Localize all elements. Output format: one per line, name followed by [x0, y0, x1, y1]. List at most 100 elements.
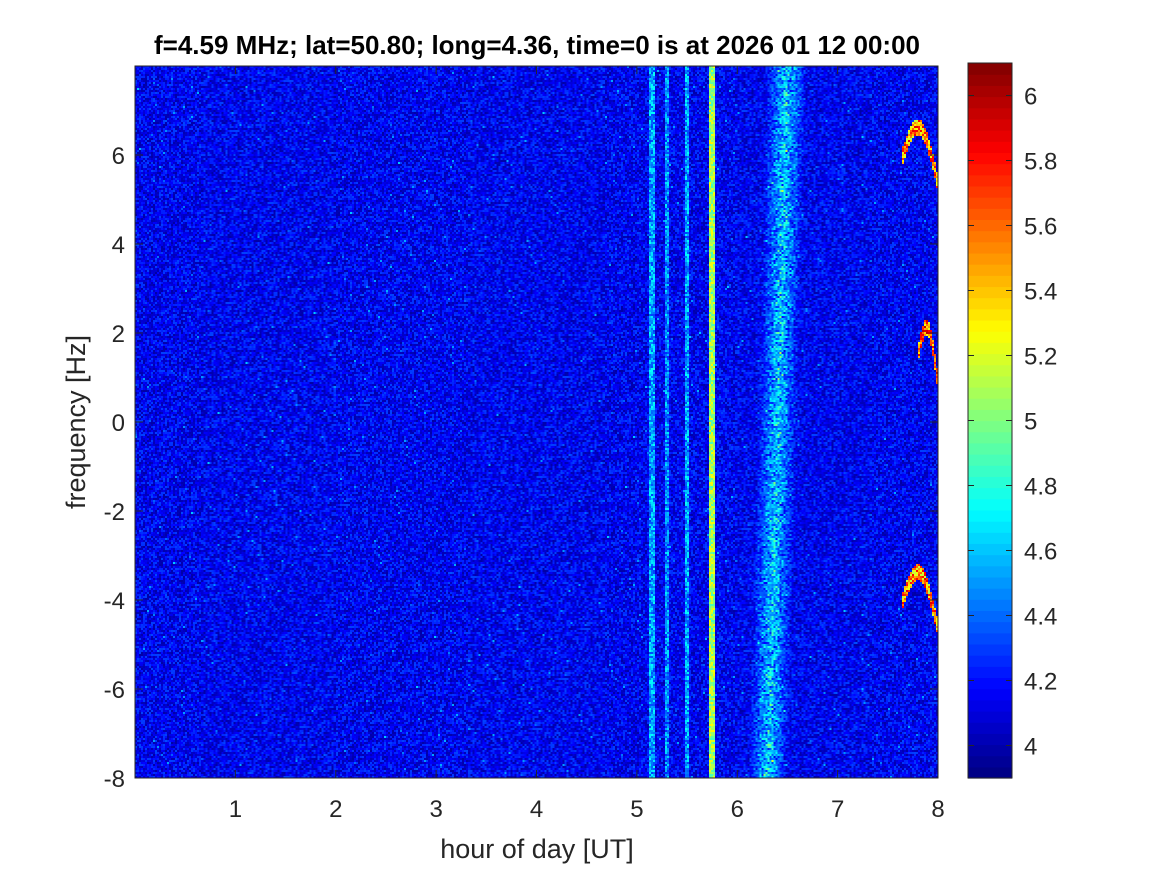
colorbar-step — [968, 219, 1012, 232]
colorbar-tick-label: 5.6 — [1024, 214, 1057, 241]
colorbar-step — [968, 454, 1012, 466]
colorbar-step — [968, 118, 1012, 131]
heatmap-image — [135, 66, 938, 778]
colorbar-step — [968, 688, 1012, 701]
colorbar-tick-label: 4.4 — [1024, 604, 1057, 631]
chart-title: f=4.59 MHz; lat=50.80; long=4.36, time=0… — [154, 30, 920, 60]
colorbar-step — [968, 85, 1012, 98]
colorbar-step — [968, 766, 1012, 779]
colorbar-strip — [968, 63, 1012, 779]
colorbar-step — [968, 409, 1012, 422]
colorbar-step — [968, 476, 1012, 489]
colorbar-step — [968, 710, 1012, 723]
colorbar-step — [968, 264, 1012, 276]
colorbar-tick-label: 5.4 — [1024, 279, 1057, 306]
x-tick-label: 7 — [831, 796, 844, 823]
colorbar-step — [968, 141, 1012, 153]
y-tick-label: -2 — [104, 499, 125, 526]
y-tick-label: -8 — [104, 766, 125, 793]
colorbar-step — [968, 632, 1012, 645]
colorbar-step — [968, 442, 1012, 455]
colorbar-step — [968, 610, 1012, 623]
colorbar-step — [968, 386, 1012, 399]
colorbar-step — [968, 74, 1012, 86]
y-tick-label: 6 — [112, 143, 125, 170]
x-ticks: 1 2 3 4 5 6 7 8 — [229, 66, 945, 823]
colorbar-step — [968, 532, 1012, 544]
colorbar: 4 4.2 4.4 4.6 4.8 5 5.2 5.4 5.6 5.8 6 — [967, 62, 1057, 779]
colorbar-step — [968, 554, 1012, 567]
colorbar-step — [968, 208, 1012, 221]
colorbar-step — [968, 286, 1012, 299]
colorbar-step — [968, 498, 1012, 511]
colorbar-step — [968, 543, 1012, 556]
x-tick-label: 1 — [229, 796, 242, 823]
colorbar-step — [968, 319, 1012, 332]
colorbar-ticks: 4 4.2 4.4 4.6 4.8 5 5.2 5.4 5.6 5.8 6 — [968, 84, 1057, 761]
colorbar-step — [968, 576, 1012, 589]
colorbar-step — [968, 599, 1012, 612]
x-tick-label: 2 — [329, 796, 342, 823]
plot-area: 1 2 3 4 5 6 7 8 -8 -6 -4 -2 0 2 4 6 — [104, 65, 945, 823]
colorbar-step — [968, 733, 1012, 746]
colorbar-step — [968, 197, 1012, 209]
colorbar-step — [968, 621, 1012, 634]
colorbar-step — [968, 588, 1012, 600]
y-tick-label: -4 — [104, 588, 125, 615]
y-tick-label: 2 — [112, 321, 125, 348]
colorbar-step — [968, 308, 1012, 321]
colorbar-step — [968, 465, 1012, 477]
y-axis-label: frequency [Hz] — [61, 335, 91, 509]
colorbar-step — [968, 398, 1012, 410]
x-tick-label: 5 — [630, 796, 643, 823]
colorbar-step — [968, 655, 1012, 667]
x-tick-label: 3 — [429, 796, 442, 823]
colorbar-step — [968, 375, 1012, 388]
colorbar-step — [968, 744, 1012, 757]
colorbar-step — [968, 130, 1012, 142]
colorbar-step — [968, 643, 1012, 656]
colorbar-tick-label: 4.8 — [1024, 474, 1057, 501]
colorbar-step — [968, 331, 1012, 343]
colorbar-step — [968, 521, 1012, 533]
colorbar-step — [968, 677, 1012, 690]
colorbar-step — [968, 174, 1012, 187]
colorbar-step — [968, 297, 1012, 310]
colorbar-step — [968, 163, 1012, 176]
x-axis-label: hour of day [UT] — [440, 834, 634, 864]
colorbar-step — [968, 107, 1012, 120]
colorbar-step — [968, 364, 1012, 377]
colorbar-step — [968, 565, 1012, 578]
x-tick-label: 6 — [731, 796, 744, 823]
y-tick-label: -6 — [104, 677, 125, 704]
x-tick-label: 8 — [931, 796, 944, 823]
colorbar-tick-label: 5 — [1024, 409, 1037, 436]
colorbar-tick-label: 5.8 — [1024, 149, 1057, 176]
colorbar-step — [968, 353, 1012, 366]
colorbar-step — [968, 666, 1012, 679]
colorbar-step — [968, 252, 1012, 265]
colorbar-step — [968, 722, 1012, 734]
spectrogram-heatmap — [135, 66, 938, 778]
colorbar-step — [968, 230, 1012, 243]
colorbar-step — [968, 63, 1012, 75]
colorbar-step — [968, 699, 1012, 712]
colorbar-step — [968, 342, 1012, 355]
colorbar-step — [968, 420, 1012, 433]
colorbar-step — [968, 275, 1012, 288]
colorbar-step — [968, 96, 1012, 109]
colorbar-step — [968, 185, 1012, 198]
colorbar-step — [968, 431, 1012, 444]
colorbar-tick-label: 4.2 — [1024, 669, 1057, 696]
y-tick-label: 0 — [112, 410, 125, 437]
colorbar-step — [968, 152, 1012, 165]
colorbar-step — [968, 241, 1012, 254]
colorbar-tick-label: 6 — [1024, 84, 1037, 111]
y-ticks: -8 -6 -4 -2 0 2 4 6 — [104, 143, 938, 793]
colorbar-tick-label: 4 — [1024, 734, 1037, 761]
x-tick-label: 4 — [530, 796, 543, 823]
colorbar-tick-label: 4.6 — [1024, 539, 1057, 566]
colorbar-step — [968, 755, 1012, 768]
colorbar-step — [968, 509, 1012, 522]
